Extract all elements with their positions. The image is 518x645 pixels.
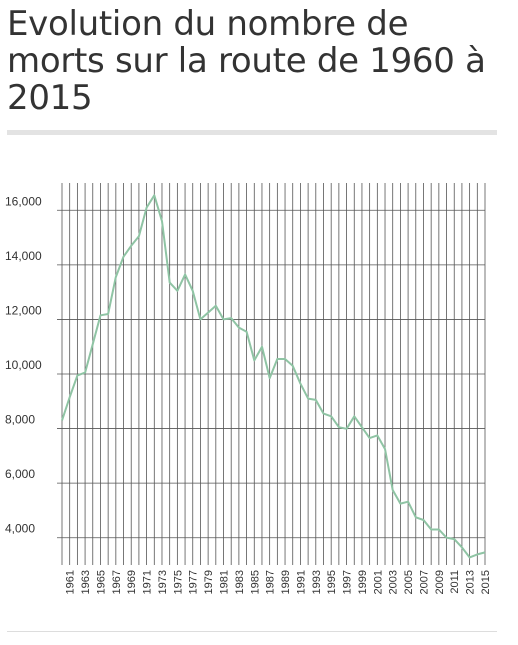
x-tick-label-2005: 2005: [403, 570, 415, 594]
x-tick-label-1983: 1983: [234, 570, 246, 594]
x-tick-label-1965: 1965: [95, 570, 107, 594]
bottom-divider: [7, 631, 497, 632]
y-tick-label-4000: 4,000: [5, 522, 35, 536]
x-tick-label-1971: 1971: [142, 570, 154, 594]
x-tick-label-2011: 2011: [449, 570, 461, 594]
y-axis-tick-labels: 4,000 6,000 8,000 10,000 12,000 14,000 16,000: [5, 194, 42, 535]
x-tick-label-1969: 1969: [126, 570, 138, 594]
x-tick-label-1995: 1995: [326, 570, 338, 594]
y-tick-label-12000: 12,000: [5, 303, 42, 317]
x-tick-label-1977: 1977: [188, 570, 200, 594]
x-tick-label-1963: 1963: [80, 570, 92, 594]
title-divider: [7, 130, 497, 135]
y-tick-label-8000: 8,000: [5, 413, 35, 427]
x-tick-label-2013: 2013: [465, 570, 477, 594]
x-tick-label-1967: 1967: [111, 570, 123, 594]
x-tick-label-1987: 1987: [265, 570, 277, 594]
x-tick-label-1993: 1993: [311, 570, 323, 594]
x-tick-label-2009: 2009: [434, 570, 446, 594]
y-tick-label-10000: 10,000: [5, 358, 42, 372]
y-tick-label-14000: 14,000: [5, 249, 42, 263]
x-tick-label-1989: 1989: [280, 570, 292, 594]
x-tick-label-2001: 2001: [372, 570, 384, 594]
x-tick-label-2003: 2003: [388, 570, 400, 594]
deaths-series-line: [61, 194, 486, 559]
x-tick-label-1981: 1981: [219, 570, 231, 594]
y-tick-label-16000: 16,000: [5, 194, 42, 208]
x-tick-label-1961: 1961: [65, 570, 77, 594]
x-tick-label-1999: 1999: [357, 570, 369, 594]
x-tick-label-2007: 2007: [418, 570, 430, 594]
x-tick-label-1991: 1991: [295, 570, 307, 594]
chart-title: Evolution du nombre de morts sur la rout…: [7, 4, 486, 118]
y-tick-label-6000: 6,000: [5, 467, 35, 481]
x-tick-label-1985: 1985: [249, 570, 261, 594]
x-tick-label-2015: 2015: [480, 570, 492, 594]
x-tick-label-1979: 1979: [203, 570, 215, 594]
x-axis-tick-labels: 1961 1963 1965 1967 1969 1971 1973 1975 1977 1979…: [65, 570, 492, 594]
x-tick-label-1975: 1975: [172, 570, 184, 594]
x-tick-label-1997: 1997: [342, 570, 354, 594]
x-tick-label-1973: 1973: [157, 570, 169, 594]
